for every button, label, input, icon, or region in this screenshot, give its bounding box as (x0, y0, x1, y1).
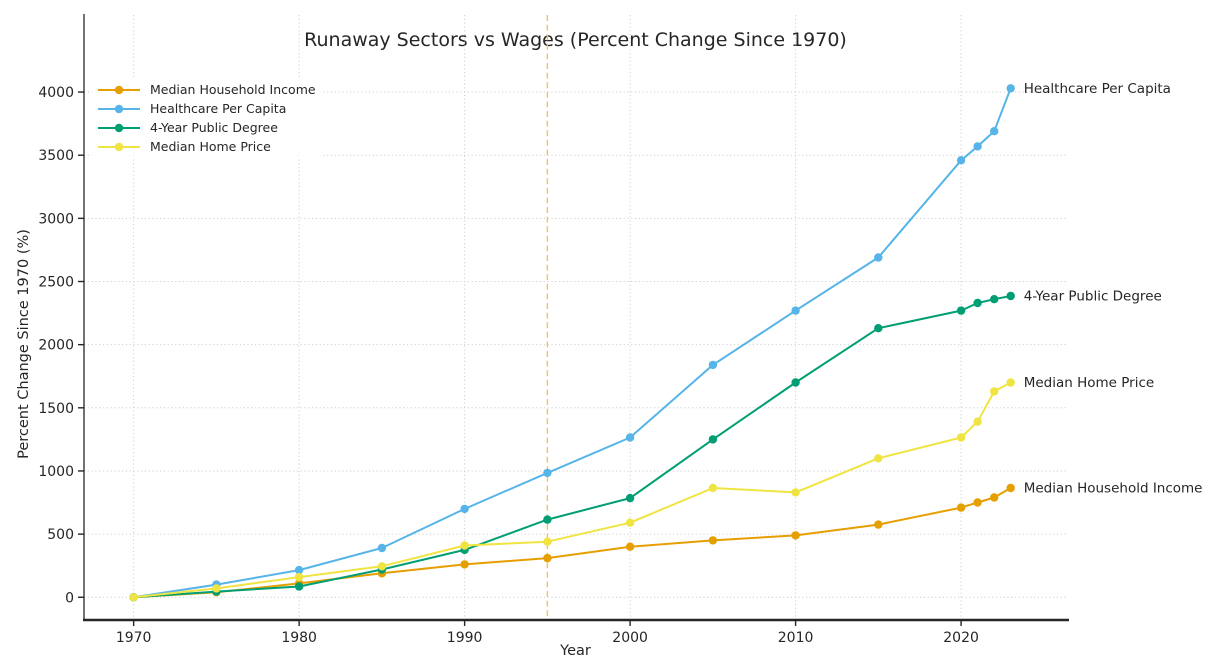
legend-marker-median-household-income (98, 85, 140, 94)
series-line-median-home-price (132, 381, 1012, 599)
data-point-median-home-price (212, 584, 221, 593)
data-point-median-home-price (460, 541, 469, 550)
series-end-label-median-home-price: Median Home Price (1024, 375, 1154, 391)
y-tick-label: 3000 (38, 211, 74, 227)
data-point-4-year-public-degree (1006, 291, 1015, 301)
chart-title: Runaway Sectors vs Wages (Percent Change… (304, 29, 847, 51)
data-point-healthcare-per-capita (460, 504, 469, 514)
legend-dot-icon (114, 142, 124, 151)
data-point-median-home-price (956, 433, 966, 442)
y-tick-label: 1000 (38, 464, 74, 480)
data-point-median-household-income (791, 531, 800, 540)
data-point-median-home-price (874, 454, 883, 463)
data-point-median-home-price (377, 562, 387, 571)
data-point-4-year-public-degree (990, 295, 999, 304)
data-point-4-year-public-degree (294, 582, 304, 591)
data-point-4-year-public-degree (791, 378, 800, 387)
data-point-median-household-income (625, 542, 635, 551)
data-point-median-household-income (543, 553, 552, 563)
legend-item-median-household-income: Median Household Income (97, 80, 316, 99)
data-point-median-home-price (129, 593, 138, 602)
data-point-median-home-price (990, 387, 999, 396)
legend-dot-icon (114, 85, 124, 94)
data-point-4-year-public-degree (708, 435, 718, 444)
data-point-healthcare-per-capita (973, 142, 982, 151)
legend-item-median-home-price: Median Home Price (97, 137, 316, 156)
legend-dot-icon (114, 123, 124, 132)
legend-label: 4-Year Public Degree (150, 120, 278, 135)
data-point-median-home-price (543, 537, 552, 546)
data-point-median-household-income (874, 520, 883, 529)
data-point-median-home-price (708, 483, 718, 493)
x-tick-label: 1990 (447, 630, 483, 646)
series-end-label-median-household-income: Median Household Income (1024, 481, 1203, 497)
x-tick-label: 1980 (281, 630, 317, 646)
data-point-median-home-price (973, 417, 982, 426)
data-point-healthcare-per-capita (294, 565, 304, 575)
legend: Median Household Income Healthcare Per Ca… (92, 78, 321, 158)
legend-marker-4-year-public-degree (98, 123, 140, 132)
data-point-median-home-price (791, 488, 800, 497)
data-point-4-year-public-degree (874, 324, 883, 333)
data-point-healthcare-per-capita (1006, 84, 1015, 93)
legend-marker-median-home-price (98, 142, 140, 151)
data-point-healthcare-per-capita (874, 253, 883, 262)
data-point-median-home-price (294, 572, 304, 582)
data-point-healthcare-per-capita (956, 156, 966, 165)
data-point-median-household-income (956, 503, 966, 512)
legend-dot-icon (114, 104, 124, 113)
legend-label: Median Household Income (150, 82, 316, 97)
x-tick-label: 1970 (116, 630, 152, 646)
data-point-4-year-public-degree (973, 298, 982, 308)
y-tick-label: 2500 (38, 275, 74, 291)
data-point-healthcare-per-capita (625, 433, 635, 442)
y-tick-label: 2000 (38, 338, 74, 354)
legend-item-4-year-public-degree: 4-Year Public Degree (97, 118, 316, 137)
legend-label: Healthcare Per Capita (150, 101, 287, 116)
data-point-healthcare-per-capita (791, 306, 800, 315)
data-point-median-home-price (625, 518, 635, 527)
y-tick-label: 0 (65, 590, 74, 606)
data-point-median-household-income (1006, 483, 1015, 493)
data-point-healthcare-per-capita (543, 468, 552, 478)
y-tick-label: 1500 (38, 401, 74, 417)
data-point-healthcare-per-capita (990, 127, 999, 136)
series-end-label-healthcare-per-capita: Healthcare Per Capita (1024, 81, 1171, 97)
data-point-healthcare-per-capita (377, 543, 387, 553)
legend-label: Median Home Price (150, 139, 271, 154)
data-point-median-household-income (708, 536, 718, 545)
x-tick-label: 2010 (778, 630, 814, 646)
legend-item-healthcare-per-capita: Healthcare Per Capita (97, 99, 316, 118)
y-tick-label: 500 (47, 527, 74, 543)
data-point-median-household-income (460, 560, 469, 569)
y-tick-label: 3500 (38, 148, 74, 164)
x-tick-label: 2020 (943, 630, 979, 646)
x-axis-label: Year (560, 643, 591, 659)
series-line-4-year-public-degree (132, 295, 1012, 599)
data-point-4-year-public-degree (625, 493, 635, 503)
data-point-4-year-public-degree (956, 306, 966, 315)
legend-marker-healthcare-per-capita (98, 104, 140, 113)
data-point-median-home-price (1006, 378, 1015, 387)
data-point-4-year-public-degree (543, 515, 552, 524)
x-tick-label: 2000 (612, 630, 648, 646)
data-point-median-household-income (990, 493, 999, 502)
y-tick-label: 4000 (38, 85, 74, 101)
data-point-healthcare-per-capita (708, 360, 718, 370)
data-point-median-household-income (973, 498, 982, 507)
series-end-label-4-year-public-degree: 4-Year Public Degree (1024, 289, 1162, 305)
